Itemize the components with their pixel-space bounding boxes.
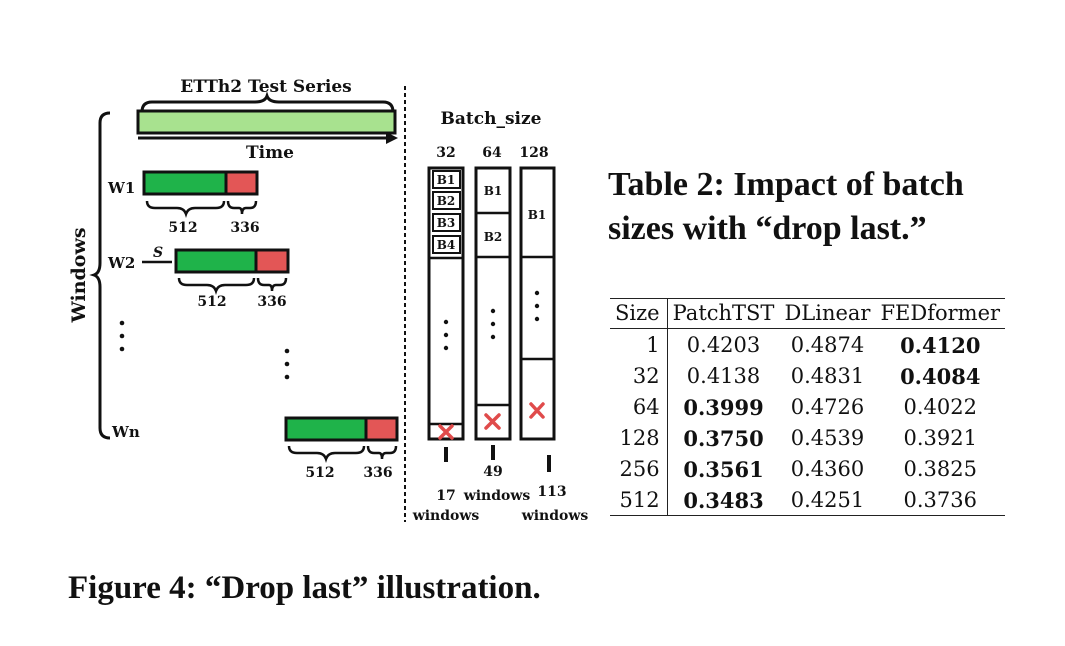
- time-arrow-icon: [386, 132, 398, 144]
- batch-label: B2: [437, 194, 456, 208]
- batch-column-64: [474, 166, 512, 441]
- window-ellipsis: [284, 348, 290, 380]
- cell-dlinear: 0.4726: [790, 395, 865, 419]
- w1-horizon-label: 336: [230, 220, 259, 236]
- table-row: 128 0.3750 0.4539 0.3921: [610, 422, 1005, 453]
- cell-dlinear: 0.4874: [790, 333, 865, 357]
- batch-ellipsis: [443, 319, 449, 351]
- cell-patchtst: 0.3561: [683, 456, 764, 482]
- cell-size: 512: [610, 484, 668, 516]
- batch-block: [432, 170, 461, 189]
- header-patchtst: PatchTST: [667, 298, 780, 329]
- batch-label: B1: [437, 173, 456, 187]
- dropped-unit-128: windows: [521, 508, 589, 524]
- drop-icon: [438, 424, 454, 440]
- dropped-unit-32: windows: [412, 508, 480, 524]
- window-label-wn: Wn: [111, 423, 140, 441]
- w2-horizon-label: 336: [257, 294, 286, 310]
- cell-patchtst: 0.4203: [686, 333, 761, 357]
- table-header-row: Size PatchTST DLinear FEDformer: [610, 298, 1006, 329]
- batch-label: B2: [484, 230, 503, 244]
- batch-size-32: 32: [436, 145, 455, 161]
- dropped-count-64: 49: [483, 464, 502, 480]
- figure-caption: Figure 4: “Drop last” illustration.: [68, 570, 541, 606]
- cell-dlinear: 0.4539: [790, 426, 865, 450]
- w2-horizon-brace: [256, 277, 288, 292]
- drop-last-illustration: ETTh2 Test Series Time Windows W1 512 33…: [68, 77, 589, 524]
- cell-fedformer: 0.3736: [903, 488, 977, 512]
- cell-size: 64: [610, 391, 668, 422]
- header-size: Size: [610, 298, 668, 329]
- cell-dlinear: 0.4360: [790, 457, 865, 481]
- wn-horizon: [364, 416, 399, 442]
- series-title: ETTh2 Test Series: [180, 77, 352, 97]
- window-label-w1: W1: [107, 179, 135, 197]
- batch-ellipsis: [490, 308, 496, 340]
- w2-horizon: [254, 248, 290, 274]
- batch-label: B3: [437, 216, 456, 230]
- cell-size: 256: [610, 453, 668, 484]
- batch-label: B1: [528, 208, 547, 222]
- windows-brace: [89, 111, 111, 440]
- w2-lookback: [174, 248, 258, 274]
- cell-fedformer: 0.4084: [900, 363, 981, 389]
- cell-fedformer: 0.4120: [900, 332, 981, 358]
- w1-lookback-label: 512: [168, 220, 197, 236]
- cell-size: 1: [610, 328, 668, 360]
- batch-column-128: [519, 166, 556, 441]
- table-row: 32 0.4138 0.4831 0.4084: [610, 360, 1005, 391]
- dropped-count-128: 113: [537, 484, 566, 500]
- table-row: 256 0.3561 0.4360 0.3825: [610, 453, 1005, 484]
- batch-label: B1: [484, 184, 503, 198]
- cell-size: 128: [610, 422, 668, 453]
- cell-fedformer: 0.4022: [903, 395, 977, 419]
- w2-lookback-brace: [177, 277, 256, 295]
- dropped-unit-64: windows: [463, 488, 531, 504]
- batch-label: B4: [437, 238, 456, 252]
- batch-block: [432, 191, 461, 210]
- stride-label: S: [153, 245, 163, 261]
- w1-horizon-brace: [226, 200, 258, 215]
- w2-lookback-label: 512: [197, 294, 226, 310]
- header-fedformer: FEDformer: [875, 298, 1006, 329]
- cell-fedformer: 0.3921: [903, 426, 977, 450]
- header-dlinear: DLinear: [779, 298, 876, 329]
- cell-fedformer: 0.3825: [903, 457, 977, 481]
- w1-lookback: [142, 170, 228, 196]
- dropped-count-32: 17: [436, 488, 455, 504]
- windows-label: Windows: [68, 227, 90, 323]
- table-row: 1 0.4203 0.4874 0.4120: [610, 328, 1005, 360]
- series-bar: [136, 109, 397, 135]
- batch-ellipsis: [534, 290, 540, 322]
- cell-patchtst: 0.4138: [686, 364, 761, 388]
- batch-block: [432, 235, 461, 254]
- batch-size-64: 64: [482, 145, 502, 161]
- batch-size-label: Batch_size: [441, 109, 542, 129]
- series-brace: [140, 91, 395, 113]
- w1-horizon: [224, 170, 259, 196]
- w1-lookback-brace: [145, 200, 226, 218]
- batch-size-128: 128: [519, 145, 548, 161]
- cell-dlinear: 0.4831: [790, 364, 865, 388]
- drop-icon: [529, 402, 545, 419]
- cell-patchtst: 0.3483: [683, 487, 764, 513]
- windows-ellipsis: [119, 320, 125, 352]
- time-label: Time: [246, 143, 294, 163]
- table-caption: Table 2: Impact of batch sizes with “dro…: [608, 166, 964, 247]
- wn-lookback: [284, 416, 368, 442]
- wn-horizon-label: 336: [363, 465, 392, 481]
- wn-horizon-brace: [366, 445, 398, 460]
- cell-patchtst: 0.3750: [683, 425, 764, 451]
- window-label-w2: W2: [107, 254, 135, 272]
- cell-size: 32: [610, 360, 668, 391]
- batch-block: [432, 213, 461, 232]
- drop-icon: [484, 413, 501, 430]
- cell-patchtst: 0.3999: [683, 394, 764, 420]
- batch-size-results-table: Size PatchTST DLinear FEDformer 1 0.4203…: [610, 298, 1006, 516]
- wn-lookback-label: 512: [305, 465, 334, 481]
- table-row: 512 0.3483 0.4251 0.3736: [610, 484, 1005, 516]
- cell-dlinear: 0.4251: [790, 488, 865, 512]
- wn-lookback-brace: [287, 445, 366, 463]
- table-row: 64 0.3999 0.4726 0.4022: [610, 391, 1005, 422]
